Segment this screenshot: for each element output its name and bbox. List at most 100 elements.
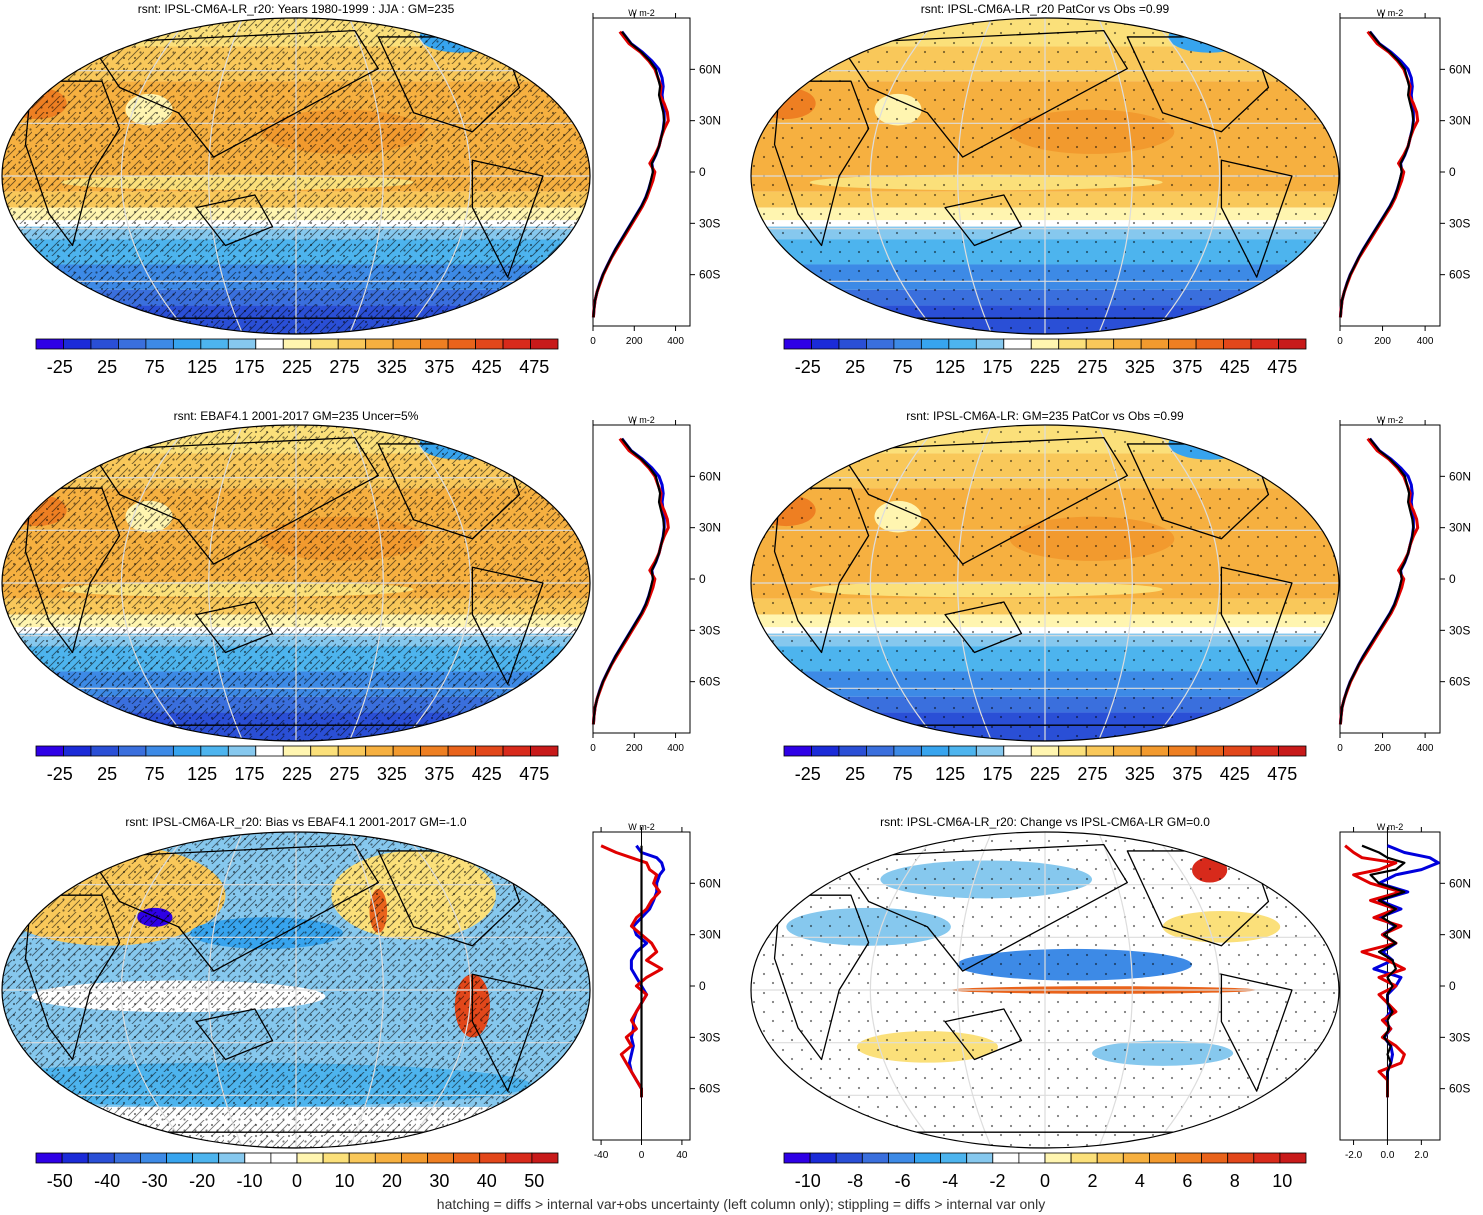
colorbar-swatch (1070, 1152, 1098, 1164)
colorbar-swatch (255, 338, 284, 350)
colorbar: -25 25 75 125 175 225 275 325 375 425 475 (35, 338, 559, 377)
colorbar-swatch (400, 1152, 428, 1164)
colorbar-swatch (502, 745, 531, 757)
colorbar-swatch (310, 338, 339, 350)
colorbar-label: 175 (235, 357, 265, 377)
colorbar-label: 275 (1077, 764, 1107, 784)
x-tick-label: 0 (1337, 743, 1343, 754)
colorbar-label: 75 (145, 357, 165, 377)
colorbar-label: -25 (795, 357, 821, 377)
panel-title: rsnt: EBAF4.1 2001-2017 GM=235 Uncer=5% (174, 409, 419, 423)
lat-tick-label: 60S (1449, 268, 1470, 282)
colorbar-label: 75 (893, 357, 913, 377)
robinson-map (750, 831, 1340, 1149)
colorbar-swatch (118, 745, 147, 757)
colorbar-swatch (948, 338, 977, 350)
panel-abs-obs: rsnt: EBAF4.1 2001-2017 GM=235 Uncer=5% … (1, 409, 721, 784)
colorbar-swatch (113, 1152, 141, 1164)
colorbar-label: 75 (893, 764, 913, 784)
lat-tick-label: 0 (1449, 572, 1456, 586)
zonal-unit-label: W m-2 (1377, 8, 1404, 18)
colorbar-swatch (1253, 1152, 1281, 1164)
x-tick-label: 0 (590, 743, 596, 754)
colorbar-label: 20 (382, 1171, 402, 1191)
colorbar-label: -2 (990, 1171, 1006, 1191)
zonal-unit-label: W m-2 (1377, 822, 1404, 832)
graticule-line (1097, 18, 1133, 334)
continent-outline (944, 601, 1023, 654)
colorbar-label: 30 (429, 1171, 449, 1191)
map-border (750, 831, 1340, 1149)
graticule-line (1097, 425, 1133, 741)
continent-outline (195, 601, 274, 654)
lat-tick-label: 60S (699, 675, 720, 689)
colorbar-swatch (365, 338, 394, 350)
colorbar-label: 175 (983, 357, 1013, 377)
colorbar-swatch (90, 745, 119, 757)
lat-tick-label: 30S (1449, 216, 1470, 230)
continent-outline (838, 843, 1128, 972)
colorbar-swatch (1201, 1152, 1229, 1164)
graticule-line (120, 18, 190, 334)
colorbar-swatch (809, 1152, 837, 1164)
zonal-frame (1339, 17, 1441, 327)
colorbar-label: 10 (1272, 1171, 1292, 1191)
colorbar-label: -4 (942, 1171, 958, 1191)
colorbar-swatch (992, 1152, 1020, 1164)
colorbar-swatch (811, 745, 840, 757)
colorbar-swatch (218, 1152, 246, 1164)
lat-tick-label: 0 (1449, 979, 1456, 993)
colorbar-swatch (139, 1152, 167, 1164)
x-tick-label: 0 (639, 1150, 645, 1161)
colorbar-swatch (1223, 745, 1252, 757)
continent-outline (471, 566, 544, 685)
colorbar-swatch (1140, 338, 1170, 350)
colorbar-swatch (172, 745, 202, 757)
colorbar: -25 25 75 125 175 225 275 325 375 425 475 (783, 745, 1307, 784)
colorbar-swatch (118, 338, 147, 350)
colorbar-swatch (1003, 745, 1032, 757)
lat-tick-label: 30N (1449, 928, 1471, 942)
colorbar-label: 425 (1220, 357, 1250, 377)
graticule-line (208, 832, 244, 1148)
colorbar-swatch (1278, 338, 1307, 350)
colorbar-label: 25 (97, 357, 117, 377)
colorbar-label: 425 (472, 764, 502, 784)
lat-tick-label: 60N (1449, 469, 1471, 483)
panel-title: rsnt: IPSL-CM6A-LR_r20: Bias vs EBAF4.1 … (125, 815, 466, 829)
colorbar-swatch (337, 338, 367, 350)
graticule-line (957, 18, 993, 334)
x-tick-label: 0 (590, 336, 596, 347)
colorbar-label: 225 (1030, 357, 1060, 377)
colorbar-label: 175 (983, 764, 1013, 784)
colorbar-swatch (200, 745, 229, 757)
lat-tick-label: 60S (699, 268, 720, 282)
lat-tick-label: 30S (699, 216, 720, 230)
colorbar-swatch (861, 1152, 889, 1164)
colorbar-swatch (502, 338, 531, 350)
colorbar-swatch (838, 745, 867, 757)
colorbar-label: 475 (519, 764, 549, 784)
panel-abs-model-r20: rsnt: IPSL-CM6A-LR_r20: Years 1980-1999 … (1, 2, 721, 377)
graticule-line (957, 425, 993, 741)
continent-outline (89, 436, 379, 565)
colorbar-swatch (1113, 745, 1142, 757)
colorbar-swatch (1030, 745, 1060, 757)
colorbar-swatch (530, 745, 559, 757)
colorbar-swatch (310, 745, 339, 757)
colorbar-label: 25 (845, 764, 865, 784)
graticule-line (208, 18, 244, 334)
colorbar-swatch (1278, 745, 1307, 757)
panel-title: rsnt: IPSL-CM6A-LR: GM=235 PatCor vs Obs… (906, 409, 1184, 423)
zonal-series-obs (592, 31, 666, 318)
continent-outline (24, 487, 121, 654)
colorbar-swatch (479, 1152, 507, 1164)
continent-outline (944, 1008, 1023, 1061)
panel-abs-model-ensemble: rsnt: IPSL-CM6A-LR: GM=235 PatCor vs Obs… (750, 409, 1471, 784)
colorbar-label: 325 (1125, 764, 1155, 784)
zonal-unit-label: W m-2 (1377, 415, 1404, 425)
colorbar-label: -25 (47, 764, 73, 784)
colorbar-swatch (61, 1152, 89, 1164)
colorbar-swatch (35, 745, 64, 757)
